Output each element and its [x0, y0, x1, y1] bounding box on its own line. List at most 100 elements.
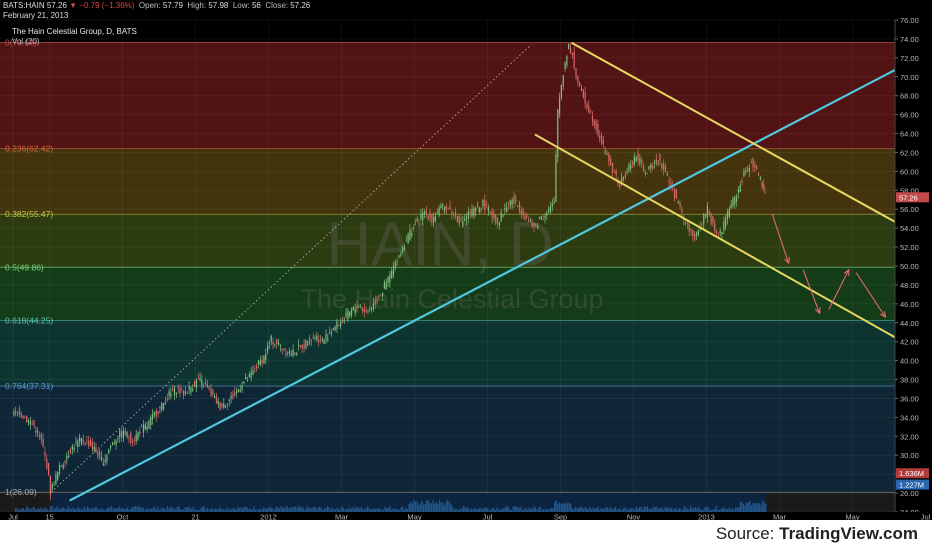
candle-body — [631, 162, 634, 165]
volume-bar — [557, 503, 559, 512]
volume-bar — [69, 508, 71, 512]
volume-bar — [294, 506, 297, 512]
candle-body — [228, 399, 230, 402]
price-chart[interactable]: HAIN, D The Hain Celestial Group 0(73.63… — [0, 0, 932, 520]
volume-bar — [422, 503, 425, 512]
candle-body — [555, 153, 557, 202]
candle-body — [677, 202, 679, 204]
candle-body — [40, 433, 42, 440]
candle-body — [599, 135, 601, 139]
candle-body — [752, 158, 754, 167]
volume-bar — [674, 508, 676, 512]
price-axis: 24.0026.0028.0030.0032.0034.0036.0038.00… — [894, 0, 932, 520]
volume-bar — [747, 502, 749, 512]
candle-body — [71, 446, 73, 450]
volume-bar — [198, 509, 201, 512]
candle-body — [117, 438, 119, 439]
volume-bar — [435, 502, 437, 512]
candle-body — [644, 172, 646, 174]
volume-bar — [701, 509, 703, 512]
volume-bar — [133, 506, 135, 512]
volume-bar — [155, 508, 157, 512]
volume-bar — [589, 506, 591, 512]
symbol[interactable]: BATS:HAIN — [3, 1, 45, 10]
candle-body — [381, 292, 384, 296]
price-tick-label: 40.00 — [900, 357, 919, 366]
volume-bar — [725, 509, 727, 512]
candle-body — [694, 233, 696, 240]
volume-bar — [547, 509, 549, 512]
volume-bar — [86, 506, 89, 512]
volume-bar — [709, 509, 711, 512]
candle-body — [369, 309, 371, 311]
candle-body — [475, 207, 477, 212]
company-legend[interactable]: The Hain Celestial Group, D, BATS — [12, 27, 137, 36]
candle-body — [489, 212, 491, 215]
volume-bar — [200, 507, 202, 512]
volume-bar — [509, 509, 511, 512]
candle-body — [754, 164, 756, 168]
volume-bar — [562, 503, 564, 512]
candle-body — [496, 218, 499, 224]
candle-body — [272, 341, 274, 345]
price-tick-label: 56.00 — [900, 205, 919, 214]
candle-body — [195, 379, 198, 388]
candle-body — [42, 439, 44, 448]
candle-body — [611, 162, 614, 173]
volume-bar — [339, 509, 341, 512]
chart-canvas[interactable]: HAIN, D The Hain Celestial Group 0(73.63… — [0, 0, 932, 520]
volume-bar — [299, 507, 301, 512]
candle-body — [79, 437, 81, 442]
candle-body — [750, 162, 752, 164]
volume-legend[interactable]: Vol (20) — [12, 37, 40, 46]
volume-bar — [54, 508, 57, 512]
volume-bar — [202, 506, 204, 512]
volume-bar — [184, 507, 186, 512]
volume-bar — [478, 507, 481, 512]
candle-body — [557, 109, 559, 158]
price-tick-label: 70.00 — [900, 73, 919, 82]
fib-band — [0, 148, 895, 215]
candle-body — [16, 411, 19, 413]
volume-bar — [150, 508, 153, 512]
volume-bar — [107, 507, 109, 512]
candle-body — [46, 458, 48, 469]
candle-body — [414, 223, 417, 225]
volume-bar — [485, 507, 487, 512]
volume-bar — [206, 508, 209, 512]
candle-body — [484, 199, 486, 211]
volume-bar — [88, 508, 90, 512]
candle-body — [502, 215, 504, 217]
volume-bar — [379, 508, 381, 512]
volume-bar — [749, 500, 751, 512]
candle-body — [215, 395, 218, 404]
quote-line: BATS:HAIN 57.26 ▼ −0.79 (−1.36%) Open: 5… — [3, 1, 310, 10]
volume-bar — [514, 506, 516, 512]
candle-body — [542, 215, 544, 217]
volume-bar — [310, 508, 313, 512]
candle-body — [343, 319, 345, 322]
candle-body — [389, 274, 391, 283]
time-tick-label: Oct — [117, 513, 130, 521]
candle-body — [246, 380, 249, 381]
volume-bar — [203, 506, 205, 512]
volume-bar — [531, 508, 533, 512]
source-credit[interactable]: Source: TradingView.com — [716, 524, 918, 544]
candle-body — [325, 334, 327, 340]
volume-bar — [362, 509, 364, 512]
volume-bar — [688, 509, 690, 512]
volume-bar — [518, 507, 521, 512]
candle-body — [159, 407, 161, 408]
candle-body — [230, 395, 232, 399]
volume-bar — [525, 507, 527, 512]
volume-bar — [606, 507, 609, 512]
candle-body — [673, 188, 676, 198]
candle-body — [161, 402, 163, 411]
volume-bar — [211, 508, 213, 512]
candle-body — [259, 360, 261, 366]
candle-body — [511, 200, 513, 205]
volume-bar — [93, 508, 95, 512]
volume-bar — [317, 508, 319, 512]
candle-body — [763, 184, 765, 188]
volume-bars — [14, 493, 767, 512]
